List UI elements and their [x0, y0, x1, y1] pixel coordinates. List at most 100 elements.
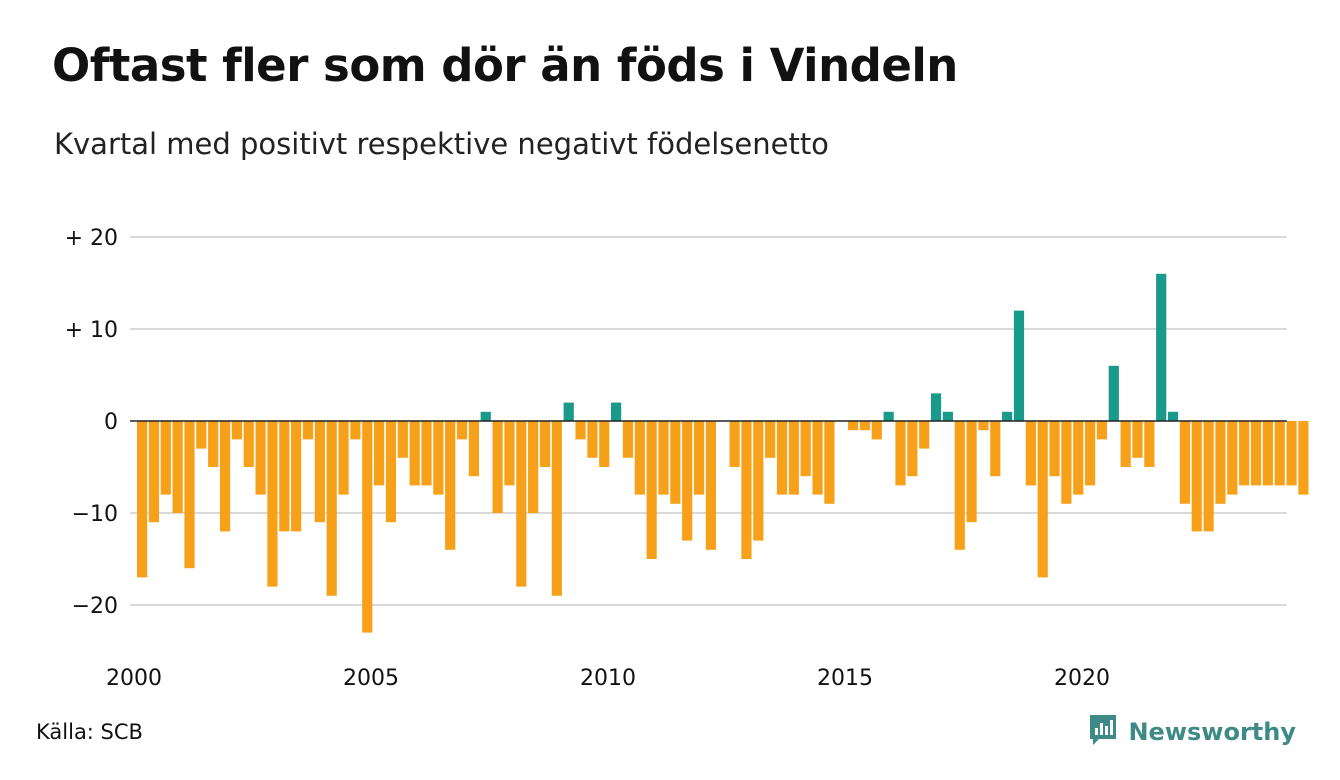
bar: [504, 421, 515, 486]
bar: [338, 421, 349, 495]
bar: [291, 421, 302, 532]
bar: [670, 421, 681, 504]
bar: [480, 411, 491, 421]
bar: [551, 421, 562, 596]
y-tick-label: + 20: [65, 226, 118, 251]
bar: [693, 421, 705, 495]
bar: [682, 421, 693, 541]
bar: [243, 421, 254, 467]
bar: [231, 421, 242, 440]
bar: [1049, 421, 1060, 477]
bar: [148, 421, 160, 523]
bars: [137, 273, 1309, 633]
bar: [255, 421, 266, 495]
bar: [1156, 273, 1167, 421]
bar: [812, 421, 823, 495]
bar: [930, 393, 942, 421]
bar: [919, 421, 930, 449]
bar: [1274, 421, 1285, 486]
bar: [445, 421, 456, 550]
bar: [1250, 421, 1262, 486]
brand-logo[interactable]: Newsworthy: [1088, 713, 1296, 751]
bar: [433, 421, 444, 495]
bar: [468, 421, 479, 477]
y-tick-label: + 10: [65, 318, 118, 343]
bar: [1096, 421, 1108, 440]
bar: [907, 421, 918, 477]
bar: [741, 421, 752, 559]
bar: [421, 421, 432, 486]
bar: [1120, 421, 1131, 467]
bar: [954, 421, 965, 550]
bar: [1132, 421, 1143, 458]
bar: [705, 421, 716, 550]
bar: [824, 421, 835, 504]
bar: [966, 421, 977, 523]
brand-name: Newsworthy: [1128, 718, 1296, 746]
bar: [184, 421, 195, 569]
bar: [990, 421, 1001, 477]
bar: [658, 421, 669, 495]
bar: [137, 421, 148, 578]
bar: [871, 421, 882, 440]
bar: [895, 421, 906, 486]
newsworthy-logo-icon: [1088, 713, 1118, 751]
bar: [1085, 421, 1096, 486]
x-tick-label: 2010: [580, 666, 636, 691]
bar: [326, 421, 337, 596]
bar: [848, 421, 859, 431]
bar: [646, 421, 657, 559]
bar: [942, 411, 953, 421]
bar: [634, 421, 645, 495]
bar: [611, 402, 622, 421]
chart-subtitle: Kvartal med positivt respektive negativt…: [54, 127, 829, 161]
bar: [599, 421, 610, 467]
bar: [575, 421, 586, 440]
bar: [528, 421, 539, 513]
bar: [1144, 421, 1155, 467]
bar: [729, 421, 740, 467]
bar: [859, 421, 871, 431]
bar: [350, 421, 361, 440]
bar: [563, 402, 574, 421]
bar: [279, 421, 290, 532]
x-tick-label: 2005: [343, 666, 399, 691]
bar: [1203, 421, 1214, 532]
y-axis-labels: + 20 + 10 0 −10 −20: [65, 226, 118, 619]
x-tick-label: 2020: [1054, 666, 1110, 691]
bar: [765, 421, 776, 458]
bar: [492, 421, 503, 513]
bar: [1286, 421, 1297, 486]
bar: [267, 421, 278, 587]
bar: [1002, 411, 1013, 421]
bar: [1239, 421, 1250, 486]
bar: [587, 421, 598, 458]
bar: [539, 421, 551, 467]
bar: [1073, 421, 1084, 495]
y-tick-label: −10: [72, 502, 118, 527]
bar: [1179, 421, 1190, 504]
bar: [362, 421, 373, 633]
y-tick-label: 0: [104, 410, 118, 435]
bar: [1037, 421, 1048, 578]
bar: [409, 421, 420, 486]
bar: [1108, 365, 1119, 421]
bar: [397, 421, 408, 458]
x-tick-label: 2000: [106, 666, 162, 691]
x-tick-label: 2015: [817, 666, 873, 691]
bar: [160, 421, 171, 495]
bar: [1025, 421, 1036, 486]
bar: [1298, 421, 1309, 495]
bar: [800, 421, 811, 477]
bar: [302, 421, 314, 440]
chart-title: Oftast fler som dör än föds i Vindeln: [52, 39, 958, 92]
bar-chart: + 20 + 10 0 −10 −20 2000 2005 2010 2015 2020: [65, 226, 1309, 691]
bar: [788, 421, 799, 495]
bar: [208, 421, 219, 467]
bar: [776, 421, 788, 495]
bar: [753, 421, 764, 541]
bar: [374, 421, 385, 486]
x-axis-labels: 2000 2005 2010 2015 2020: [106, 666, 1110, 691]
bar: [1191, 421, 1202, 532]
bar: [622, 421, 634, 458]
